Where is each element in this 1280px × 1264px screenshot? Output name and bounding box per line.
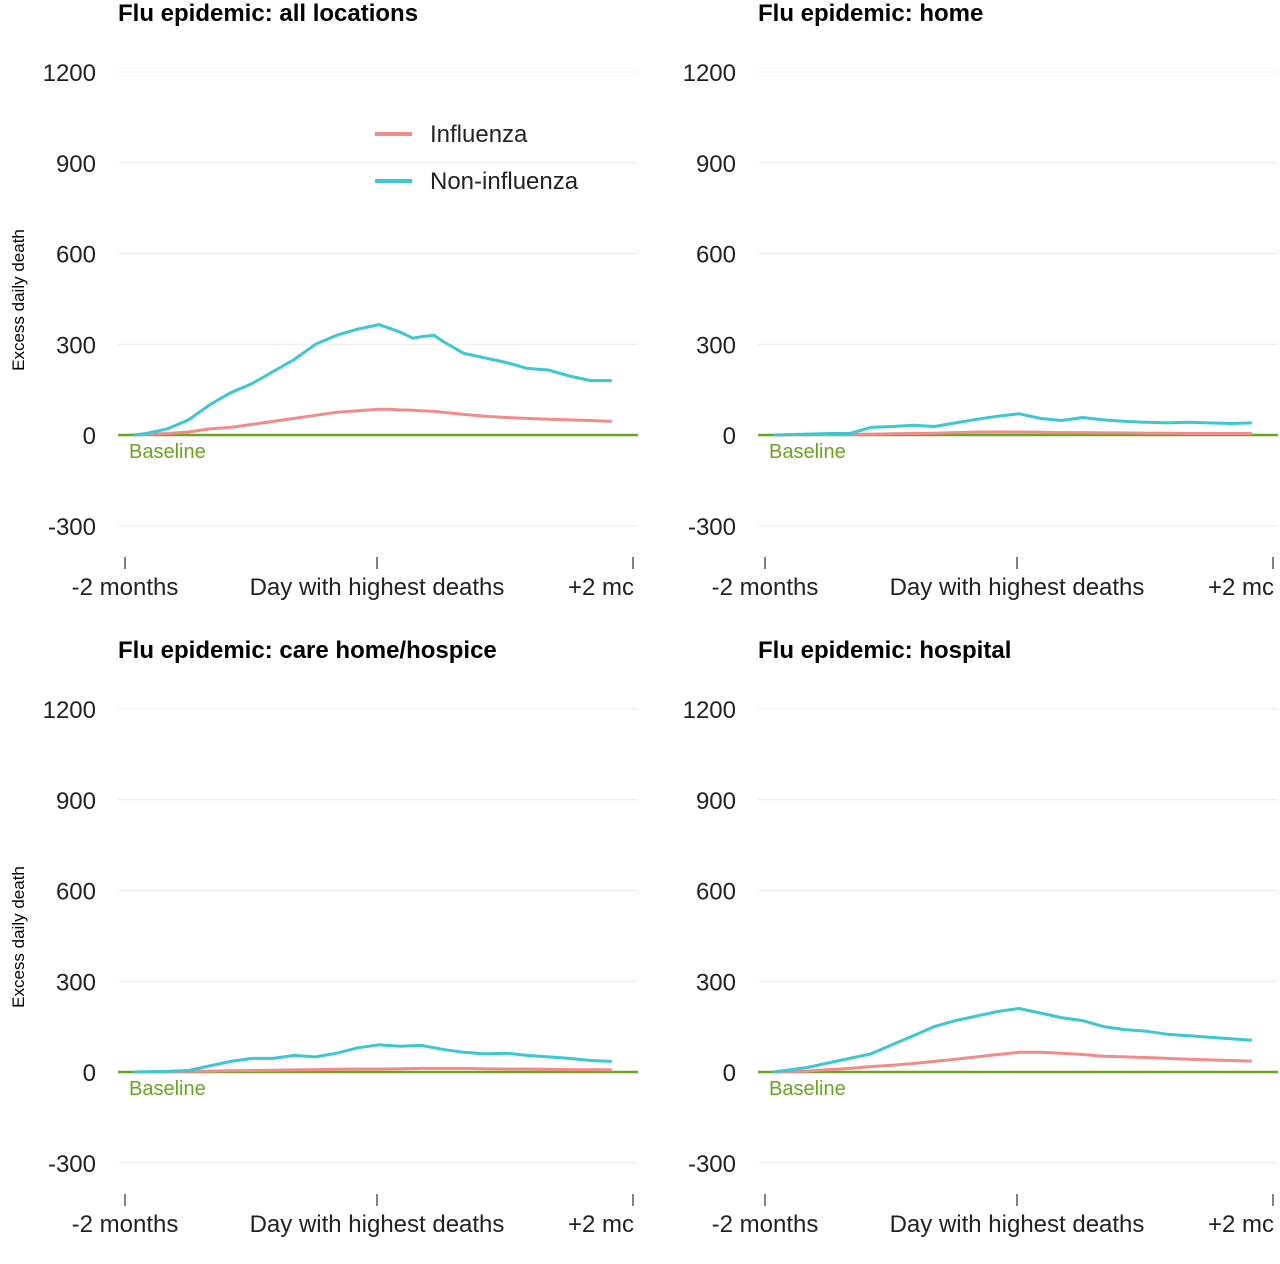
chart-svg-care-home: Flu epidemic: care home/hospice 1200 900 60… xyxy=(9,637,638,1238)
y-tick-label: 300 xyxy=(696,969,736,996)
series-line-non-influenza xyxy=(133,1043,612,1074)
x-tick-label: Day with highest deaths xyxy=(250,574,505,601)
series-line-influenza xyxy=(773,430,1252,437)
y-tick-label: 600 xyxy=(56,242,96,269)
chart-svg-home: Flu epidemic: home 1200 900 600 300 0 -300 Base… xyxy=(683,0,1278,601)
series-line-influenza xyxy=(773,1050,1252,1074)
chart-title: Flu epidemic: home xyxy=(758,0,983,27)
y-tick-label: 600 xyxy=(696,242,736,269)
series-line-non-influenza xyxy=(773,412,1252,437)
series-line-influenza xyxy=(133,407,612,437)
y-tick-label: 0 xyxy=(723,1060,736,1087)
x-tick-label: -2 months xyxy=(712,1211,819,1238)
y-tick-label: 1200 xyxy=(43,697,96,724)
chart-svg-hospital: Flu epidemic: hospital 1200 900 600 300 0 -300… xyxy=(683,637,1278,1238)
chart-panel-all-locations: Flu epidemic: all locations 1200 900 600 300… xyxy=(0,0,640,620)
chart-title: Flu epidemic: hospital xyxy=(758,637,1011,664)
y-tick-label: 0 xyxy=(83,1060,96,1087)
y-tick-label: -300 xyxy=(688,1151,736,1178)
series-line-non-influenza xyxy=(773,1007,1252,1074)
y-tick-label: 900 xyxy=(56,151,96,178)
y-tick-label: -300 xyxy=(688,514,736,541)
x-tick-label: -2 months xyxy=(72,574,179,601)
y-tick-label: 1200 xyxy=(43,60,96,87)
legend-label: Influenza xyxy=(430,121,528,148)
y-tick-label: 1200 xyxy=(683,60,736,87)
y-axis-label: Excess daily death xyxy=(9,229,28,371)
y-tick-label: -300 xyxy=(48,514,96,541)
chart-panel-hospital: Flu epidemic: hospital 1200 900 600 300 0 -300… xyxy=(640,637,1280,1259)
y-tick-label: 0 xyxy=(83,423,96,450)
y-tick-label: 900 xyxy=(696,788,736,815)
y-tick-label: 300 xyxy=(56,969,96,996)
y-tick-label: 300 xyxy=(56,332,96,359)
x-tick-label: Day with highest deaths xyxy=(890,574,1145,601)
chart-title: Flu epidemic: care home/hospice xyxy=(118,637,497,664)
x-tick-label: Day with highest deaths xyxy=(890,1211,1145,1238)
x-tick-label: +2 mc xyxy=(568,1211,634,1238)
x-tick-label: -2 months xyxy=(72,1211,179,1238)
y-tick-label: -300 xyxy=(48,1151,96,1178)
y-tick-label: 0 xyxy=(723,423,736,450)
legend-label: Non-influenza xyxy=(430,168,579,195)
y-tick-label: 300 xyxy=(696,332,736,359)
chart-title: Flu epidemic: all locations xyxy=(118,0,418,27)
series-line-non-influenza xyxy=(133,323,612,437)
series-line-influenza xyxy=(133,1066,612,1074)
y-tick-label: 600 xyxy=(56,879,96,906)
y-tick-label: 900 xyxy=(56,788,96,815)
chart-panel-care-home: Flu epidemic: care home/hospice 1200 900 60… xyxy=(0,637,640,1259)
y-tick-label: 900 xyxy=(696,151,736,178)
y-axis-label: Excess daily death xyxy=(9,866,28,1008)
x-tick-label: +2 mc xyxy=(1208,574,1274,601)
baseline-label: Baseline xyxy=(129,1078,206,1100)
x-tick-label: +2 mc xyxy=(568,574,634,601)
chart-panel-home: Flu epidemic: home 1200 900 600 300 0 -300 Base… xyxy=(640,0,1280,620)
y-tick-label: 1200 xyxy=(683,697,736,724)
baseline-label: Baseline xyxy=(129,441,206,463)
x-tick-label: +2 mc xyxy=(1208,1211,1274,1238)
baseline-label: Baseline xyxy=(769,441,846,463)
x-tick-label: -2 months xyxy=(712,574,819,601)
chart-svg-all-locations: Flu epidemic: all locations 1200 900 600 300… xyxy=(9,0,638,601)
x-tick-label: Day with highest deaths xyxy=(250,1211,505,1238)
baseline-label: Baseline xyxy=(769,1078,846,1100)
y-tick-label: 600 xyxy=(696,879,736,906)
